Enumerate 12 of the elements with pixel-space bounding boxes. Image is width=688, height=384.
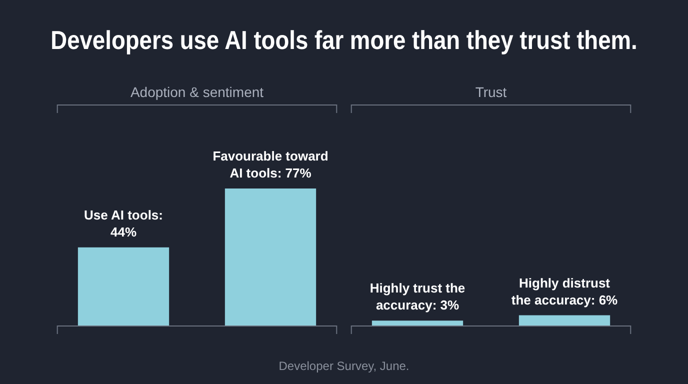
text: Adoption & sentiment [130,84,264,100]
chart-title: Developers use AI tools far more than they trust them. [50,26,638,56]
bar [372,320,464,326]
bar [518,315,610,326]
text: Trust [475,84,507,100]
data-label: Highly distrust the accuracy: 6% [511,275,618,308]
text: Developer Survey, June. [278,359,410,373]
bar [224,188,316,326]
data-label: Use AI tools: 44% [84,207,163,240]
data-label: Favourable toward AI tools: 77% [212,148,328,181]
bar [78,247,170,326]
data-label: Highly trust the accuracy: 3% [370,280,466,313]
